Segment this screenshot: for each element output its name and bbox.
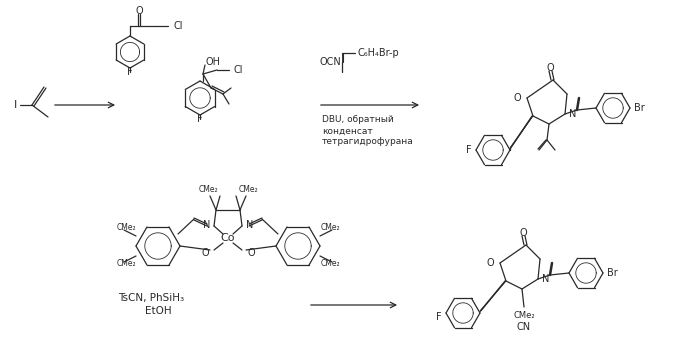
Text: O: O [202,248,209,258]
Text: Cl: Cl [173,21,183,31]
Text: N: N [542,274,550,284]
Text: F: F [436,312,442,322]
Text: N: N [202,220,210,230]
Text: DBU, обратный: DBU, обратный [322,115,393,125]
Text: O: O [519,228,527,238]
Text: TsCN, PhSiH₃: TsCN, PhSiH₃ [118,293,184,303]
Text: CMe₂: CMe₂ [116,224,136,233]
Text: Br: Br [634,103,645,113]
Text: CMe₂: CMe₂ [198,186,218,195]
Text: Cl: Cl [233,65,242,75]
Text: N: N [569,109,576,119]
Text: F: F [127,67,133,77]
Text: N: N [246,220,253,230]
Text: F: F [197,114,203,124]
Text: CMe₂: CMe₂ [320,259,340,269]
Text: Br: Br [607,268,617,278]
Text: I: I [14,100,18,110]
Text: CN: CN [517,322,531,332]
Text: OCN: OCN [320,57,342,67]
Text: EtOH: EtOH [145,306,172,316]
Text: конденсат: конденсат [322,126,372,136]
Text: O: O [486,258,494,268]
Text: O: O [513,93,521,103]
Text: F: F [466,145,472,155]
Text: C₆H₄Br-p: C₆H₄Br-p [358,48,400,58]
Text: OH: OH [206,57,221,67]
Text: CMe₂: CMe₂ [238,186,258,195]
Text: O: O [546,63,554,73]
Text: CMe₂: CMe₂ [320,224,340,233]
Text: CMe₂: CMe₂ [116,259,136,269]
Text: тетрагидрофурана: тетрагидрофурана [322,138,414,146]
Text: O: O [135,6,143,16]
Text: O: O [247,248,255,258]
Text: Co: Co [220,233,235,243]
Text: CMe₂: CMe₂ [513,310,535,320]
